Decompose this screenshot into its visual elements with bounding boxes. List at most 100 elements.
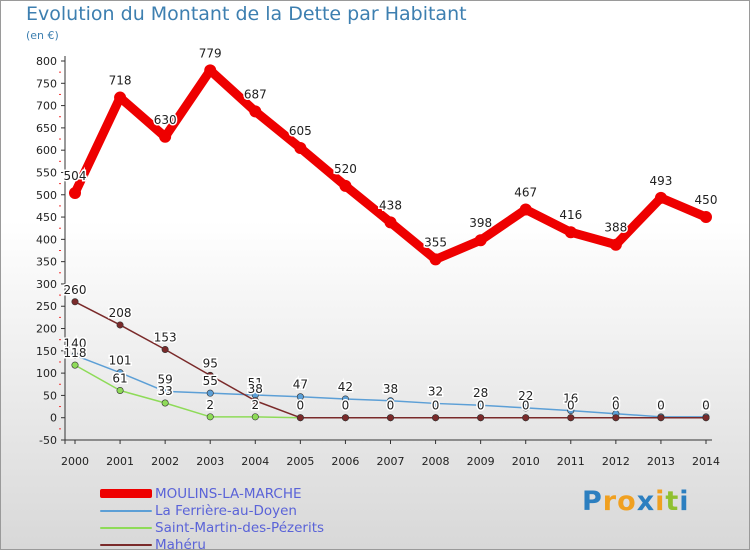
data-point: [204, 64, 217, 77]
logo-letter: i: [679, 486, 690, 517]
data-label: 9: [612, 395, 620, 409]
legend-swatch: [100, 543, 152, 546]
data-label: 605: [289, 124, 312, 138]
legend-item: Saint-Martin-des-Pézerits: [100, 519, 324, 536]
data-label: 61: [112, 372, 127, 386]
data-point: [69, 186, 81, 199]
data-label: 101: [109, 354, 132, 368]
data-point: [519, 203, 532, 216]
y-tick-label: 150: [36, 345, 57, 358]
data-point: [474, 234, 487, 247]
data-point: [609, 238, 622, 251]
legend-swatch: [100, 509, 152, 512]
data-label: 630: [154, 113, 177, 127]
data-point: [700, 211, 712, 224]
data-label: 33: [158, 384, 173, 398]
data-label: 208: [109, 306, 132, 320]
y-tick-label: 100: [36, 367, 57, 380]
legend-label: MOULINS-LA-MARCHE: [155, 485, 302, 502]
data-label: 38: [383, 382, 398, 396]
x-tick-label: 2000: [61, 455, 89, 468]
data-point: [116, 369, 124, 377]
data-label: 153: [154, 330, 177, 344]
data-point: [296, 393, 304, 401]
legend-item: La Ferrière-au-Doyen: [100, 502, 324, 519]
data-point: [114, 91, 127, 104]
proxiti-logo: Proxiti: [582, 486, 690, 517]
data-point: [564, 226, 577, 239]
x-tick-label: 2005: [286, 455, 314, 468]
y-tick-label: 700: [36, 100, 57, 113]
data-label: 467: [514, 185, 537, 199]
unit-label: (en €): [26, 29, 59, 42]
legend-label: Mahéru: [155, 536, 206, 553]
data-label: 28: [473, 386, 488, 400]
data-label: 493: [649, 174, 672, 188]
legend-item: Mahéru: [100, 536, 324, 553]
data-label: 0: [612, 399, 620, 413]
legend-item: MOULINS-LA-MARCHE: [100, 485, 324, 502]
data-point: [116, 387, 124, 395]
legend: MOULINS-LA-MARCHE La Ferrière-au-Doyen S…: [100, 485, 324, 553]
data-point: [477, 414, 485, 422]
data-label: 0: [432, 399, 440, 413]
data-point: [161, 387, 169, 395]
x-tick-label: 2008: [422, 455, 450, 468]
data-label: 2: [702, 398, 710, 412]
y-tick-label: 500: [36, 189, 57, 202]
data-label: 140: [64, 336, 87, 350]
legend-label: La Ferrière-au-Doyen: [155, 502, 297, 519]
y-tick-label: 0: [50, 412, 57, 425]
data-point: [341, 395, 349, 403]
y-tick-label: 300: [36, 278, 57, 291]
data-label: 59: [158, 372, 173, 386]
data-point: [206, 413, 214, 421]
y-tick-label: 50: [43, 389, 57, 402]
x-tick-label: 2011: [557, 455, 585, 468]
data-point: [294, 141, 307, 154]
x-tick-label: 2004: [241, 455, 269, 468]
data-label: 16: [563, 392, 578, 406]
x-tick-label: 2002: [151, 455, 179, 468]
legend-swatch: [100, 489, 152, 498]
data-point: [657, 414, 665, 422]
legend-swatch: [100, 526, 152, 529]
data-label: 260: [64, 283, 87, 297]
data-label: 779: [199, 46, 222, 60]
data-label: 22: [518, 389, 533, 403]
data-point: [522, 404, 530, 412]
logo-letter: o: [617, 486, 637, 517]
data-label: 0: [477, 399, 485, 413]
logo-letter: x: [636, 486, 656, 517]
chart-title: Evolution du Montant de la Dette par Hab…: [26, 3, 467, 25]
y-tick-label: 200: [36, 323, 57, 336]
x-tick-label: 2006: [331, 455, 359, 468]
data-label: 388: [604, 221, 627, 235]
logo-letter: r: [602, 486, 618, 517]
data-label: 32: [428, 384, 443, 398]
data-label: 687: [244, 87, 267, 101]
data-label: 2: [206, 398, 214, 412]
data-point: [206, 371, 214, 379]
x-tick-label: 2007: [377, 455, 405, 468]
y-tick-label: 750: [36, 77, 57, 90]
data-point: [251, 397, 259, 405]
logo-letter: t: [665, 486, 680, 517]
y-tick-label: 650: [36, 122, 57, 135]
data-label: 438: [379, 198, 402, 212]
data-label: 0: [342, 399, 350, 413]
data-point: [116, 321, 124, 329]
data-label: 2: [657, 398, 665, 412]
x-tick-label: 2009: [467, 455, 495, 468]
data-label: 0: [657, 399, 665, 413]
y-tick-label: -50: [39, 434, 57, 447]
data-point: [71, 351, 79, 359]
legend-label: Saint-Martin-des-Pézerits: [155, 519, 325, 536]
data-label: 0: [522, 399, 530, 413]
data-label: 0: [702, 399, 710, 413]
data-point: [702, 414, 710, 422]
data-point: [386, 414, 394, 422]
data-label: 55: [203, 374, 218, 388]
